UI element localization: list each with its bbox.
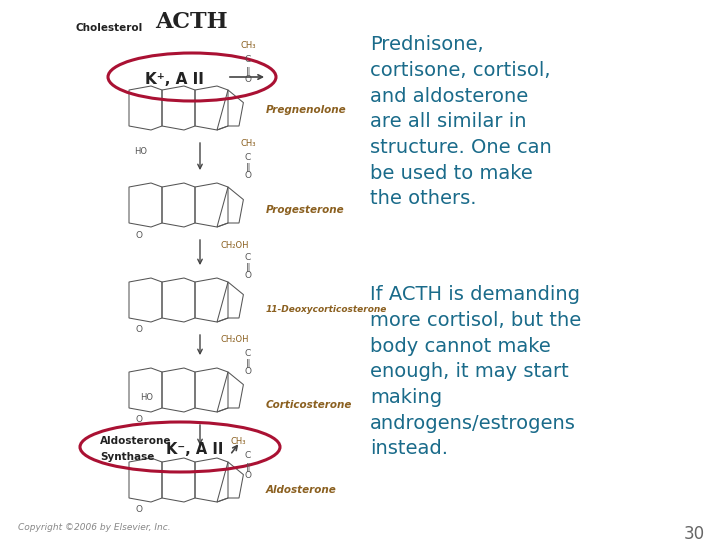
Text: ‖: ‖ (246, 462, 251, 471)
Text: CH₃: CH₃ (230, 437, 246, 447)
Text: C: C (245, 253, 251, 262)
Text: If ACTH is demanding
more cortisol, but the
body cannot make
enough, it may star: If ACTH is demanding more cortisol, but … (370, 285, 581, 458)
Text: HO: HO (140, 394, 153, 402)
Text: K⁻, A II: K⁻, A II (166, 442, 224, 456)
Text: K⁺, A II: K⁺, A II (145, 71, 204, 86)
Text: ‖: ‖ (246, 68, 251, 77)
Text: Aldosterone: Aldosterone (266, 485, 337, 495)
Text: Corticosterone: Corticosterone (266, 400, 352, 410)
Text: 11-Deoxycorticosterone: 11-Deoxycorticosterone (266, 306, 387, 314)
Text: O: O (245, 76, 251, 84)
Text: CH₂OH: CH₂OH (221, 335, 249, 345)
Text: C: C (245, 348, 251, 357)
Text: C: C (245, 56, 251, 64)
Text: O: O (245, 172, 251, 180)
Text: ACTH: ACTH (155, 11, 228, 33)
Text: 30: 30 (684, 525, 705, 540)
Text: Progesterone: Progesterone (266, 205, 345, 215)
Text: Copyright ©2006 by Elsevier, Inc.: Copyright ©2006 by Elsevier, Inc. (18, 523, 171, 532)
Text: O: O (136, 326, 143, 334)
Text: O: O (136, 415, 143, 424)
Text: CH₂OH: CH₂OH (221, 240, 249, 249)
Text: CH₃: CH₃ (240, 40, 256, 50)
Text: O: O (245, 367, 251, 375)
Text: C: C (245, 451, 251, 461)
Text: Aldosterone: Aldosterone (100, 436, 171, 446)
Text: ‖: ‖ (246, 264, 251, 273)
Text: Prednisone,
cortisone, cortisol,
and aldosterone
are all similar in
structure. O: Prednisone, cortisone, cortisol, and ald… (370, 35, 552, 208)
Text: O: O (245, 272, 251, 280)
Text: Pregnenolone: Pregnenolone (266, 105, 346, 115)
Text: Cholesterol: Cholesterol (75, 23, 143, 33)
Text: CH₃: CH₃ (240, 138, 256, 147)
Text: ‖: ‖ (246, 164, 251, 172)
Text: O: O (245, 470, 251, 480)
Text: Synthase: Synthase (100, 452, 154, 462)
Text: O: O (136, 505, 143, 515)
Text: O: O (136, 231, 143, 240)
Text: C: C (245, 152, 251, 161)
Text: HO: HO (134, 147, 147, 157)
Text: ‖: ‖ (246, 359, 251, 368)
